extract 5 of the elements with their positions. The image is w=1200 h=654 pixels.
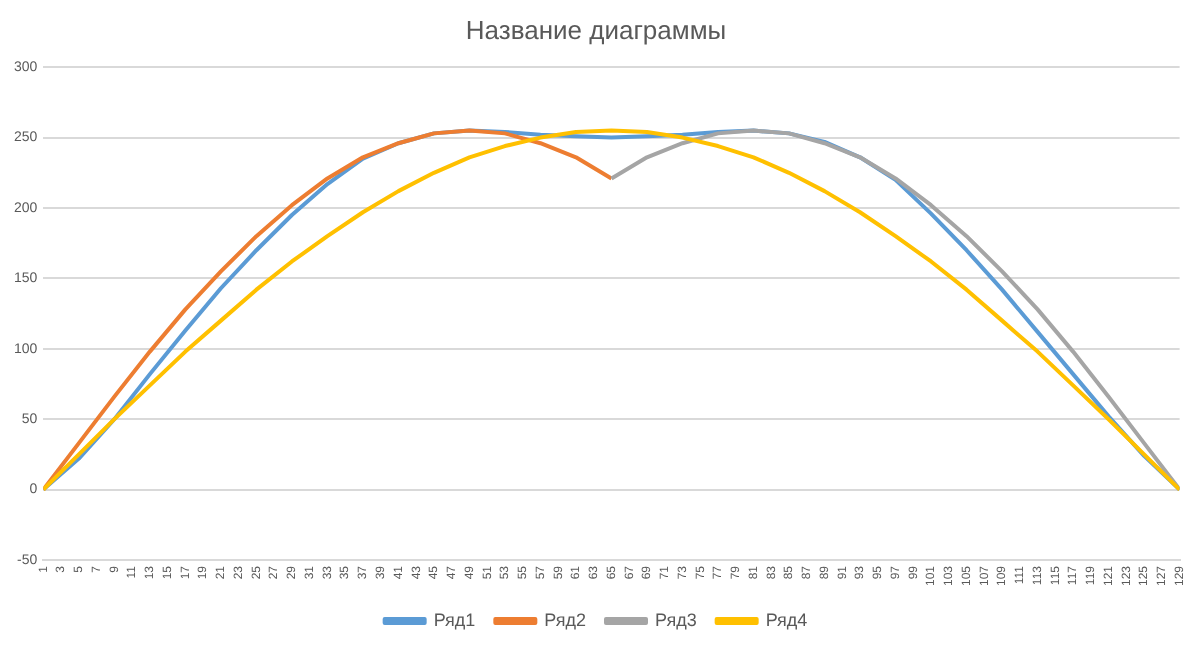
legend-label: Ряд2 <box>544 609 587 630</box>
legend-label: Ряд3 <box>655 609 697 630</box>
legend-label: Ряд4 <box>765 609 808 630</box>
legend-label: Ряд1 <box>433 609 476 630</box>
chart-title: Название диаграммы <box>465 14 727 45</box>
